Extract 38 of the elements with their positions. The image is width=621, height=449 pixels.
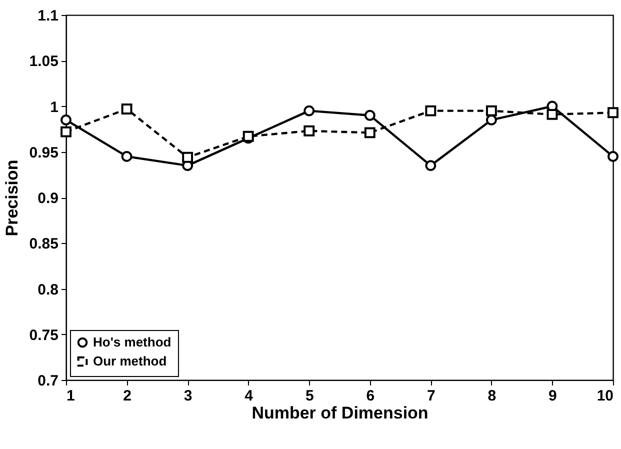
point: [425, 105, 436, 116]
point: [60, 114, 72, 126]
x-tick-label: 8: [488, 388, 496, 404]
point: [364, 127, 376, 138]
y-tick-label: 1.05: [29, 53, 58, 70]
y-tick-label: 1.1: [38, 8, 58, 24]
y-tick-label: 0.9: [38, 190, 58, 207]
x-tick-label: 2: [123, 388, 132, 404]
x-axis-title: Number of Dimension: [252, 404, 428, 422]
point: [304, 105, 315, 116]
y-tick-label: 0.95: [29, 144, 58, 162]
x-tick-label: 10: [596, 388, 614, 404]
x-tick-label: 4: [244, 388, 254, 404]
point: [608, 107, 618, 118]
y-tick-label: 0.8: [38, 281, 58, 298]
x-tick-label: 9: [548, 388, 557, 404]
x-tick-label: 7: [426, 388, 436, 404]
x-tick-label: 1: [66, 388, 75, 404]
y-axis-title: Precision: [2, 160, 22, 236]
point: [486, 105, 497, 116]
point: [425, 160, 436, 172]
y-tick-label: 0.75: [29, 326, 58, 344]
x-tick-label: 6: [366, 388, 375, 404]
point: [304, 125, 315, 136]
y-tick-label: 1: [50, 98, 58, 116]
point: [60, 126, 72, 138]
legend-label: Our method: [93, 354, 167, 368]
y-tick-label: 0.7: [38, 372, 58, 390]
point: [182, 152, 194, 163]
x-tick-label: 5: [305, 388, 314, 404]
y-tick-label: 0.85: [29, 236, 58, 253]
point: [121, 104, 132, 114]
point: [546, 108, 558, 120]
point: [121, 150, 132, 162]
legend-label: Ho's method: [93, 334, 172, 350]
point: [364, 110, 376, 121]
x-tick-label: 3: [184, 388, 192, 404]
point: [608, 150, 618, 162]
